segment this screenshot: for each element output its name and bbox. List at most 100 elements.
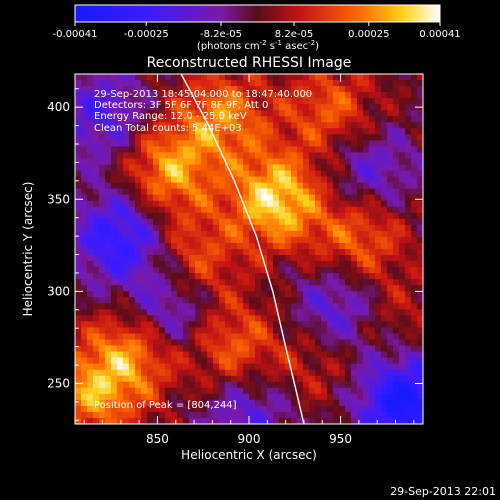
heatmap-cell bbox=[141, 411, 148, 419]
heatmap-cell bbox=[225, 128, 232, 135]
heatmap-cell bbox=[279, 411, 286, 419]
heatmap-cell bbox=[375, 333, 382, 341]
heatmap-cell bbox=[141, 182, 148, 190]
heatmap-cell bbox=[153, 194, 160, 202]
heatmap-cell bbox=[99, 176, 106, 184]
heatmap-cell bbox=[99, 74, 106, 81]
heatmap-cell bbox=[279, 363, 286, 371]
heatmap-cell bbox=[183, 387, 190, 395]
heatmap-cell bbox=[75, 297, 82, 304]
heatmap-cell bbox=[183, 327, 190, 335]
heatmap-cell bbox=[159, 206, 166, 214]
heatmap-cell bbox=[93, 375, 100, 383]
heatmap-cell bbox=[411, 116, 418, 123]
heatmap-cell bbox=[321, 146, 328, 154]
heatmap-cell bbox=[129, 249, 136, 256]
heatmap-cell bbox=[117, 164, 124, 172]
heatmap-cell bbox=[123, 327, 130, 335]
heatmap-cell bbox=[213, 140, 220, 148]
heatmap-cell bbox=[333, 369, 340, 377]
heatmap-cell bbox=[357, 321, 364, 329]
heatmap-cell bbox=[339, 194, 346, 202]
heatmap-cell bbox=[75, 164, 82, 172]
heatmap-cell bbox=[93, 122, 100, 129]
heatmap-cell bbox=[255, 224, 262, 232]
heatmap-cell bbox=[327, 267, 334, 274]
heatmap-cell bbox=[231, 98, 238, 105]
heatmap-cell bbox=[81, 309, 88, 316]
heatmap-cell bbox=[171, 375, 178, 383]
heatmap-cell bbox=[207, 80, 214, 87]
heatmap-cell bbox=[231, 206, 238, 214]
heatmap-cell bbox=[339, 321, 346, 329]
heatmap-cell bbox=[351, 411, 358, 419]
heatmap-cell bbox=[75, 182, 82, 190]
heatmap-cell bbox=[411, 104, 418, 111]
heatmap-cell bbox=[345, 267, 352, 274]
heatmap-cell bbox=[255, 393, 262, 401]
heatmap-cell bbox=[327, 393, 334, 401]
heatmap-cell bbox=[357, 267, 364, 274]
heatmap-cell bbox=[363, 273, 370, 280]
heatmap-cell bbox=[315, 152, 322, 160]
heatmap-cell bbox=[141, 417, 148, 424]
heatmap-cell bbox=[363, 363, 370, 371]
heatmap-cell bbox=[399, 405, 406, 413]
heatmap-cell bbox=[405, 224, 412, 232]
heatmap-cell bbox=[387, 224, 394, 232]
heatmap-cell bbox=[213, 357, 220, 365]
heatmap-cell bbox=[213, 134, 220, 141]
heatmap-cell bbox=[159, 110, 166, 117]
heatmap-cell bbox=[321, 375, 328, 383]
heatmap-cell bbox=[273, 399, 280, 407]
heatmap-cell bbox=[333, 417, 340, 424]
heatmap-cell bbox=[243, 387, 250, 395]
heatmap-cell bbox=[417, 146, 423, 154]
heatmap-cell bbox=[381, 387, 388, 395]
heatmap-cell bbox=[225, 375, 232, 383]
heatmap-cell bbox=[249, 194, 256, 202]
heatmap-cell bbox=[117, 267, 124, 274]
heatmap-cell bbox=[399, 176, 406, 184]
heatmap-cell bbox=[303, 206, 310, 214]
heatmap-cell bbox=[105, 188, 112, 196]
heatmap-cell bbox=[237, 230, 244, 238]
heatmap-cell bbox=[411, 74, 418, 81]
heatmap-cell bbox=[141, 116, 148, 123]
heatmap-cell bbox=[381, 357, 388, 365]
heatmap-cell bbox=[195, 110, 202, 117]
heatmap-cell bbox=[177, 261, 184, 268]
heatmap-cell bbox=[363, 387, 370, 395]
heatmap-cell bbox=[351, 122, 358, 129]
heatmap-cell bbox=[387, 393, 394, 401]
heatmap-cell bbox=[177, 74, 184, 81]
heatmap-cell bbox=[357, 315, 364, 323]
heatmap-cell bbox=[105, 176, 112, 184]
heatmap-cell bbox=[219, 146, 226, 154]
heatmap-cell bbox=[207, 86, 214, 93]
heatmap-cell bbox=[117, 357, 124, 365]
heatmap-cell bbox=[273, 146, 280, 154]
heatmap-cell bbox=[321, 122, 328, 129]
heatmap-cell bbox=[225, 351, 232, 359]
heatmap-cell bbox=[321, 92, 328, 99]
heatmap-cell bbox=[93, 212, 100, 220]
heatmap-cell bbox=[105, 351, 112, 359]
heatmap-cell bbox=[93, 381, 100, 389]
heatmap-cell bbox=[399, 152, 406, 160]
heatmap-cell bbox=[75, 206, 82, 214]
heatmap-cell bbox=[393, 134, 400, 141]
heatmap-cell bbox=[393, 116, 400, 123]
heatmap-cell bbox=[153, 411, 160, 419]
heatmap-cell bbox=[93, 393, 100, 401]
heatmap-cell bbox=[123, 200, 130, 208]
heatmap-cell bbox=[339, 357, 346, 365]
heatmap-cell bbox=[363, 261, 370, 268]
heatmap-cell bbox=[393, 267, 400, 274]
heatmap-cell bbox=[111, 122, 118, 129]
heatmap-cell bbox=[363, 321, 370, 329]
info-line-time: 29-Sep-2013 18:45:04.000 to 18:47:40.000 bbox=[94, 89, 312, 100]
heatmap-cell bbox=[213, 267, 220, 274]
heatmap-cell bbox=[267, 303, 274, 310]
heatmap-cell bbox=[255, 261, 262, 268]
